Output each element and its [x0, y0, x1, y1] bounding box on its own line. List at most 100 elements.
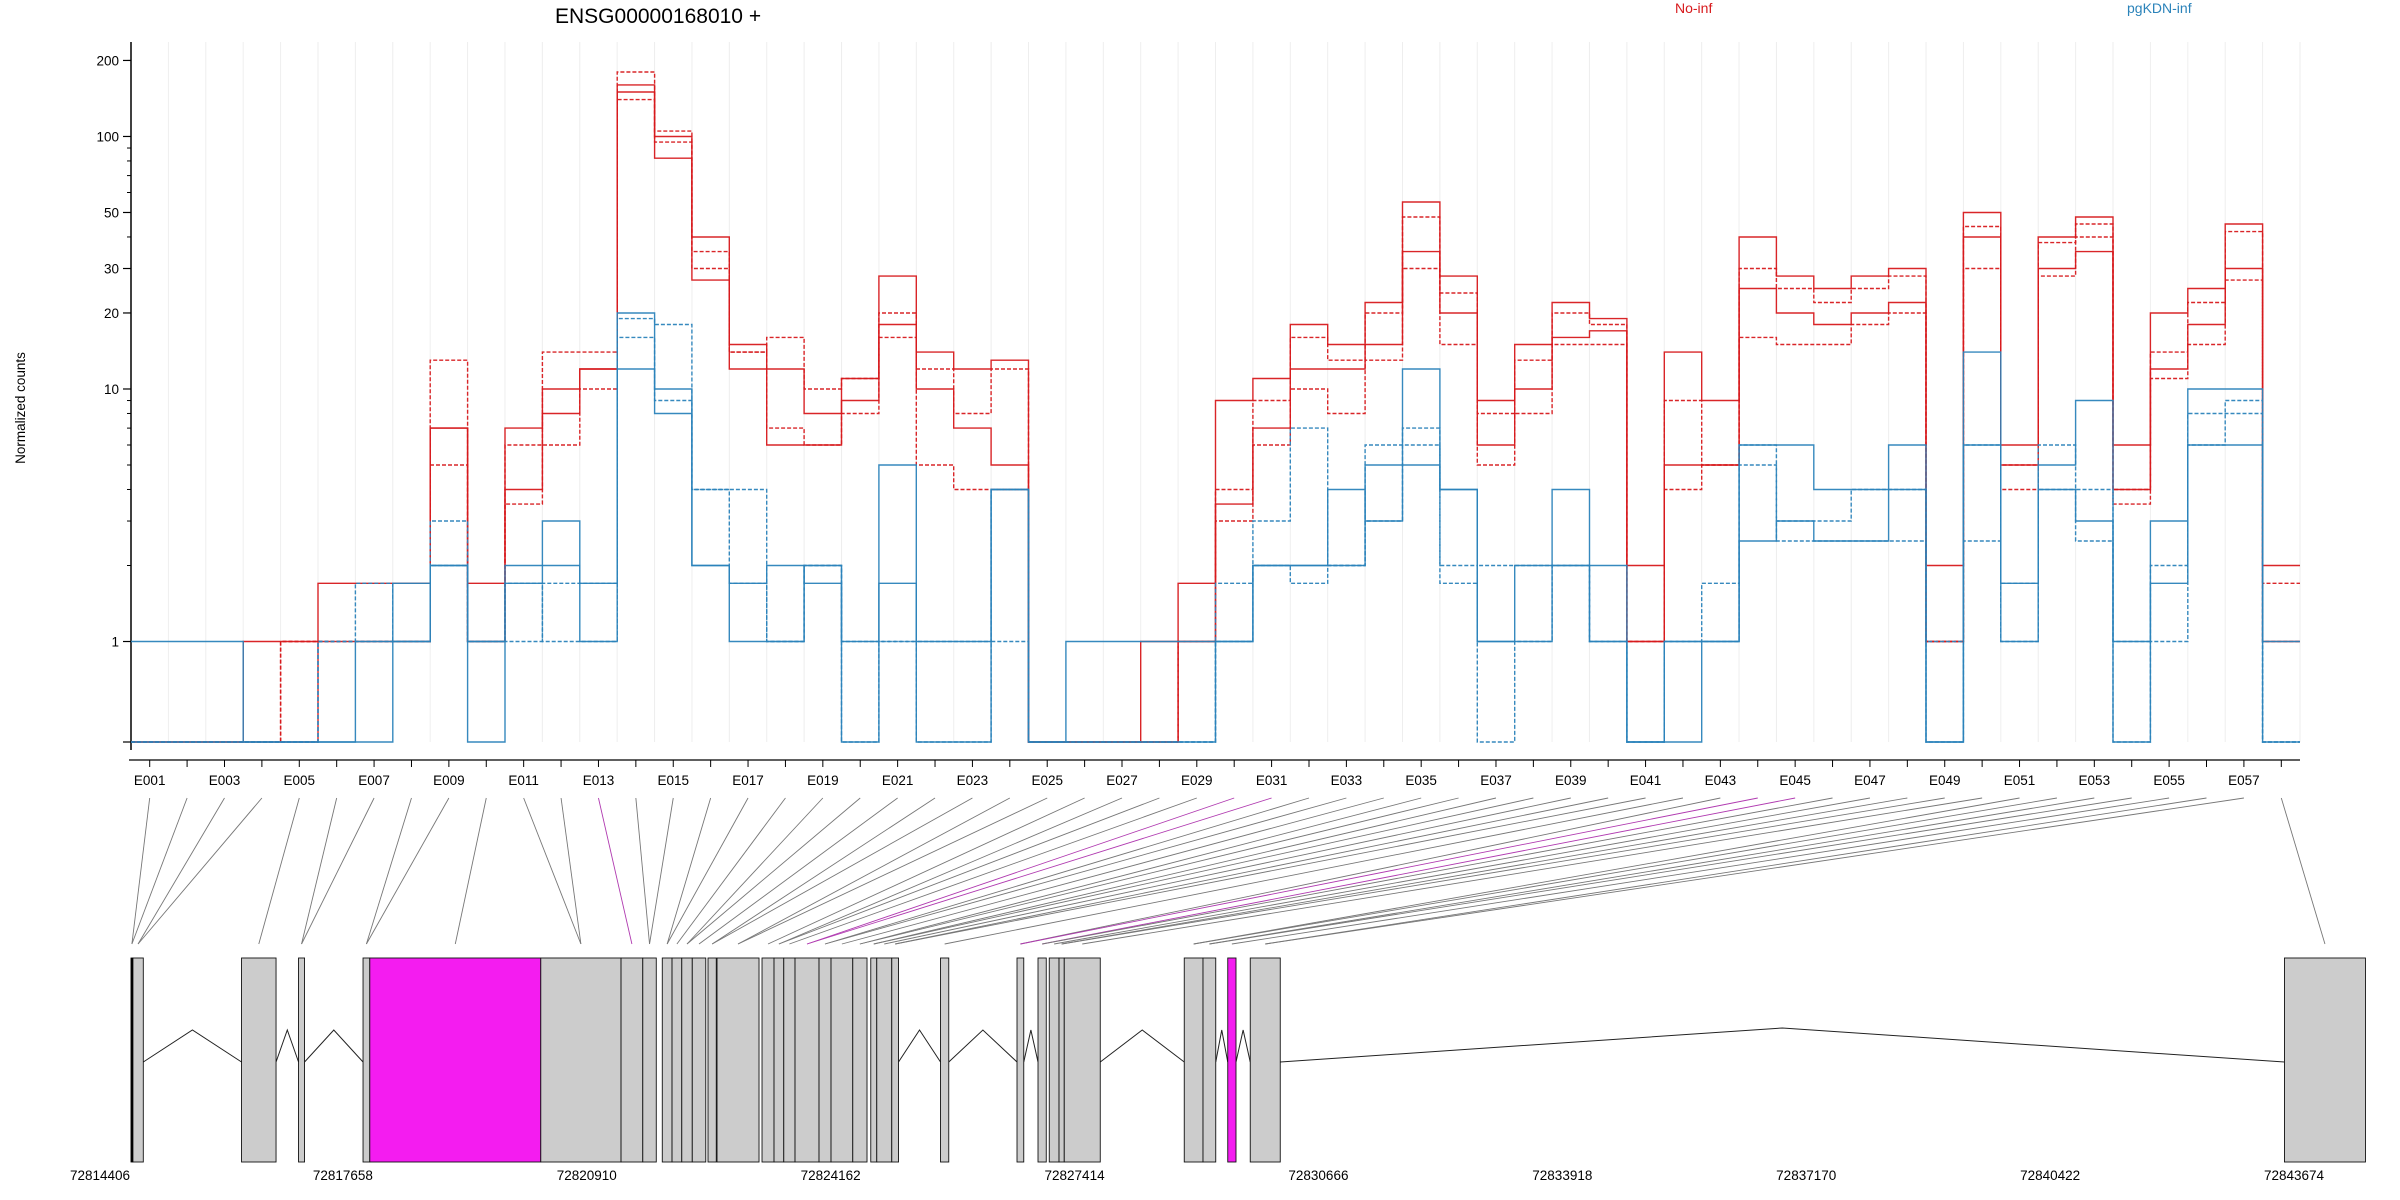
exon-block — [783, 957, 796, 1163]
exon-tick-label: E017 — [732, 773, 764, 788]
exon-block — [1249, 957, 1281, 1163]
exon-connector — [2280, 797, 2326, 945]
exon-tick-label: E023 — [957, 773, 989, 788]
genomic-coordinate-axis: 72814406 72817658 72820910 72824162 72827414… — [70, 1168, 2325, 1183]
exon-connector — [365, 797, 412, 945]
exon-block — [1058, 957, 1065, 1163]
exon-connector — [778, 797, 1160, 945]
exon-connector — [258, 797, 300, 945]
exon-connector — [873, 797, 1497, 945]
exon-connector — [873, 797, 1534, 945]
exon-connector — [859, 797, 1422, 945]
coordinate-tick-label: 72843674 — [2264, 1168, 2325, 1183]
exon-block — [298, 957, 305, 1163]
y-tick-label: 30 — [104, 262, 119, 277]
exon-tick-label: E005 — [284, 773, 316, 788]
exon-tick-label: E011 — [508, 773, 539, 788]
exon-connector — [711, 797, 973, 945]
exon-connector — [137, 797, 225, 945]
exon-block — [1037, 957, 1047, 1163]
exon-tick-label: E029 — [1181, 773, 1213, 788]
exon-tick-label: E045 — [1779, 773, 1811, 788]
exon-connector — [1042, 797, 1833, 945]
coordinate-tick-label: 72840422 — [2020, 1168, 2080, 1183]
exon-block — [661, 957, 673, 1163]
exon-connector — [1193, 797, 2020, 945]
exon-block — [362, 957, 371, 1163]
exon-connector — [1061, 797, 1908, 945]
exon-tick-label: E057 — [2228, 773, 2260, 788]
exon-block — [891, 957, 899, 1163]
exon-connector — [686, 797, 861, 945]
exon-connector — [454, 797, 487, 945]
exon-block — [1202, 957, 1217, 1163]
count-series-layer — [131, 71, 2300, 743]
highlighted-exon-block — [369, 957, 542, 1163]
exon-block — [818, 957, 832, 1163]
exon-connector — [778, 797, 1123, 945]
intron-line — [948, 1029, 1018, 1063]
exon-connector — [301, 797, 375, 945]
exon-connector — [806, 797, 1235, 945]
intron-line — [1099, 1029, 1185, 1063]
coordinate-tick-label: 72827414 — [1045, 1168, 1106, 1183]
exon-connector — [366, 797, 450, 945]
exon-block — [2284, 957, 2366, 1163]
exon-connector — [737, 797, 1048, 945]
exon-connector — [824, 797, 1347, 945]
exon-connector — [131, 797, 188, 945]
exon-block — [876, 957, 893, 1163]
y-axis: 1 10 20 30 50 100 200 — [96, 42, 132, 750]
exon-connector — [1020, 797, 1721, 945]
exon-block — [940, 957, 950, 1163]
y-axis-label: Normalized counts — [13, 352, 28, 464]
intron-line — [275, 1028, 300, 1063]
intron-line — [143, 1029, 242, 1063]
series-line-no-inf-4 — [131, 98, 2300, 743]
exon-connector — [824, 797, 1310, 945]
exon-connector — [1231, 797, 2170, 945]
y-tick-label: 100 — [96, 129, 119, 144]
y-tick-label: 10 — [104, 382, 119, 397]
exon-tick-label: E055 — [2153, 773, 2185, 788]
coordinate-tick-label: 72814406 — [70, 1168, 130, 1183]
exon-connector — [884, 797, 1571, 945]
exon-tick-label: E009 — [433, 773, 465, 788]
exon-tick-label: E027 — [1106, 773, 1138, 788]
exon-tick-label: E043 — [1705, 773, 1737, 788]
exon-block — [691, 957, 707, 1163]
exon-connector — [737, 797, 1011, 945]
exon-connector — [859, 797, 1459, 945]
exon-connector — [635, 797, 650, 945]
exon-tick-label: E001 — [134, 773, 166, 788]
intron-line — [1215, 1029, 1229, 1063]
coordinate-tick-label: 72830666 — [1288, 1168, 1348, 1183]
legend-entry-pgkdn-inf: pgKDN-inf — [2127, 0, 2192, 16]
exon-block — [716, 957, 760, 1163]
exon-tick-label: E037 — [1480, 773, 1512, 788]
exon-connector — [806, 797, 1272, 945]
exon-connector — [1193, 797, 2057, 945]
coordinate-tick-label: 72820910 — [557, 1168, 617, 1183]
exon-tick-label: E019 — [807, 773, 839, 788]
exon-block — [761, 957, 775, 1163]
exon-connector — [767, 797, 1085, 945]
exon-connector — [895, 797, 1646, 945]
exon-block — [707, 957, 717, 1163]
exon-tick-label: E033 — [1331, 773, 1363, 788]
exon-block — [540, 957, 622, 1163]
exon-connector — [598, 797, 633, 945]
exon-axis: E001 E003 E005 E007 E009 E011 E013 E015 E017 E019… — [129, 759, 2300, 788]
series-line-pgkdn-inf-4 — [131, 317, 2300, 743]
exon-tick-label: E041 — [1630, 773, 1662, 788]
exon-block — [870, 957, 878, 1163]
intron-line — [1235, 1029, 1251, 1063]
exon-connector — [301, 797, 338, 945]
exon-block — [1016, 957, 1025, 1163]
exon-connector — [944, 797, 1684, 945]
exon-connector — [1265, 797, 2244, 945]
exon-connector — [1082, 797, 1983, 945]
exon-block — [241, 957, 277, 1163]
coordinate-tick-label: 72817658 — [313, 1168, 373, 1183]
